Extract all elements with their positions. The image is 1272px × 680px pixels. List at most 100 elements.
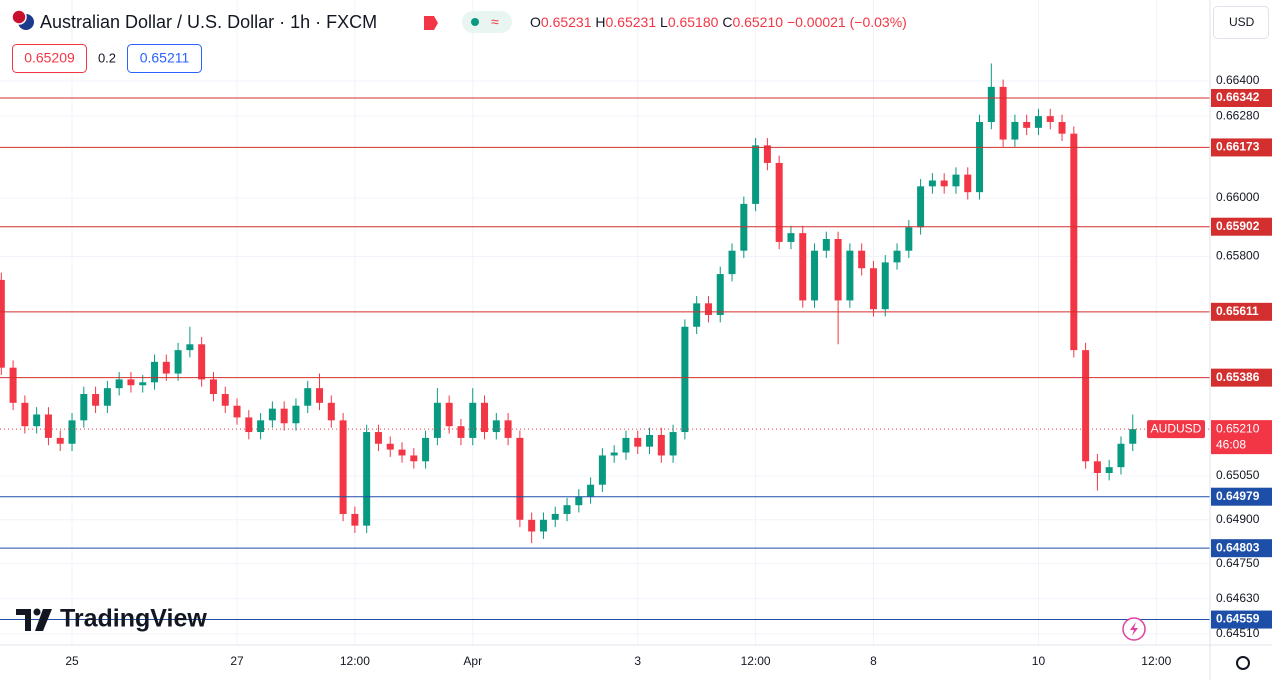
candle-body	[516, 437, 524, 520]
candle-body	[56, 437, 64, 444]
x-tick-label: 8	[870, 654, 877, 668]
candle-body	[0, 279, 5, 368]
candle-body	[858, 250, 866, 269]
candle-body	[433, 402, 441, 438]
candle-body	[598, 455, 606, 485]
change: −0.00021 (−0.03%)	[787, 14, 907, 30]
candle-body	[575, 496, 583, 506]
candle-body	[151, 361, 159, 383]
candle-body	[799, 233, 807, 301]
candle-body	[1034, 116, 1042, 128]
logo-dot	[33, 608, 41, 616]
level-label-box	[1211, 88, 1272, 107]
candle-body	[1058, 121, 1066, 134]
level-label-box	[1211, 368, 1272, 387]
candle-body	[1023, 121, 1031, 128]
x-tick-label: Apr	[463, 654, 482, 668]
x-tick-label: 12:00	[340, 654, 370, 668]
ohlc-value: 0.65231	[606, 14, 657, 30]
candle-body	[422, 437, 430, 462]
candle-body	[280, 408, 288, 424]
candle-body	[893, 250, 901, 263]
candle-body	[92, 394, 100, 406]
ask-price: 0.65211	[140, 50, 190, 66]
candle-body	[563, 505, 571, 514]
flag-icon[interactable]	[424, 16, 438, 30]
candle-body	[539, 519, 547, 532]
ohlc-key: L	[660, 14, 668, 30]
candle-body	[492, 420, 500, 433]
logo-mark	[35, 609, 52, 631]
candle-body	[115, 379, 123, 389]
candle-body	[68, 420, 76, 444]
candle-body	[162, 361, 170, 374]
candle-body	[1129, 429, 1137, 444]
plot	[0, 63, 1210, 621]
delay-icon: ≈	[491, 14, 499, 30]
spread: 0.2	[98, 50, 116, 65]
candle-body	[528, 519, 536, 532]
candle-body	[1046, 116, 1054, 122]
candle-body	[822, 238, 830, 251]
candle-body	[327, 402, 335, 421]
candle-body	[905, 227, 913, 251]
y-tick-label: 0.65800	[1216, 249, 1260, 263]
candle-body	[587, 484, 595, 497]
candle-body	[646, 434, 654, 447]
candle-body	[103, 388, 111, 406]
candle-body	[752, 145, 760, 204]
candle-body	[964, 174, 972, 193]
candle-body	[268, 408, 276, 421]
candle-body	[1070, 133, 1078, 351]
candle-body	[304, 388, 312, 406]
candle-body	[917, 186, 925, 228]
buy-button[interactable]	[127, 44, 202, 73]
symbol-flags	[11, 9, 34, 30]
currency: USD	[1229, 15, 1255, 29]
candle-body	[728, 250, 736, 275]
logo-text: TradingView	[60, 605, 207, 633]
candle-body	[787, 233, 795, 242]
candle-body	[9, 367, 17, 403]
ohlc-key: O	[530, 14, 541, 30]
candle-body	[221, 394, 229, 406]
candle-body	[445, 402, 453, 427]
x-tick-label: 10	[1032, 654, 1046, 668]
logo-mark	[16, 609, 31, 631]
alert-bolt	[1130, 622, 1138, 636]
settings-icon[interactable]	[1236, 656, 1250, 670]
candle-body	[351, 513, 359, 526]
x-tick-label: 25	[65, 654, 79, 668]
level-label-box	[1211, 302, 1272, 321]
level-label-box	[1211, 610, 1272, 629]
x-tick-label: 3	[634, 654, 641, 668]
level-label: 0.64803	[1216, 540, 1260, 554]
x-tick-label: 12:00	[741, 654, 771, 668]
level-label-box	[1211, 539, 1272, 558]
candle-body	[481, 402, 489, 433]
level-label: 0.65902	[1216, 219, 1260, 233]
status-pill[interactable]	[462, 11, 512, 33]
candle-body	[127, 379, 135, 386]
level-label: 0.64979	[1216, 489, 1260, 503]
ohlc-legend: O0.65231 H0.65231 L0.65180 C0.65210 −0.0…	[530, 14, 907, 30]
candle-body	[976, 121, 984, 193]
currency-button[interactable]	[1213, 6, 1269, 39]
candle-body	[469, 402, 477, 438]
candle-body	[999, 86, 1007, 140]
candle-body	[374, 432, 382, 444]
candle-body	[386, 443, 394, 450]
candle-body	[209, 379, 217, 395]
candle-body	[44, 414, 52, 438]
candle-body	[21, 402, 29, 427]
ohlc-value: 0.65231	[541, 14, 592, 30]
sell-button[interactable]	[12, 44, 87, 73]
symbol-label: AUDUSD	[1151, 421, 1202, 435]
candle-body	[186, 344, 194, 351]
candle-body	[1011, 121, 1019, 140]
level-label-box	[1211, 487, 1272, 506]
candle-body	[775, 162, 783, 242]
candle-body	[1117, 443, 1125, 468]
